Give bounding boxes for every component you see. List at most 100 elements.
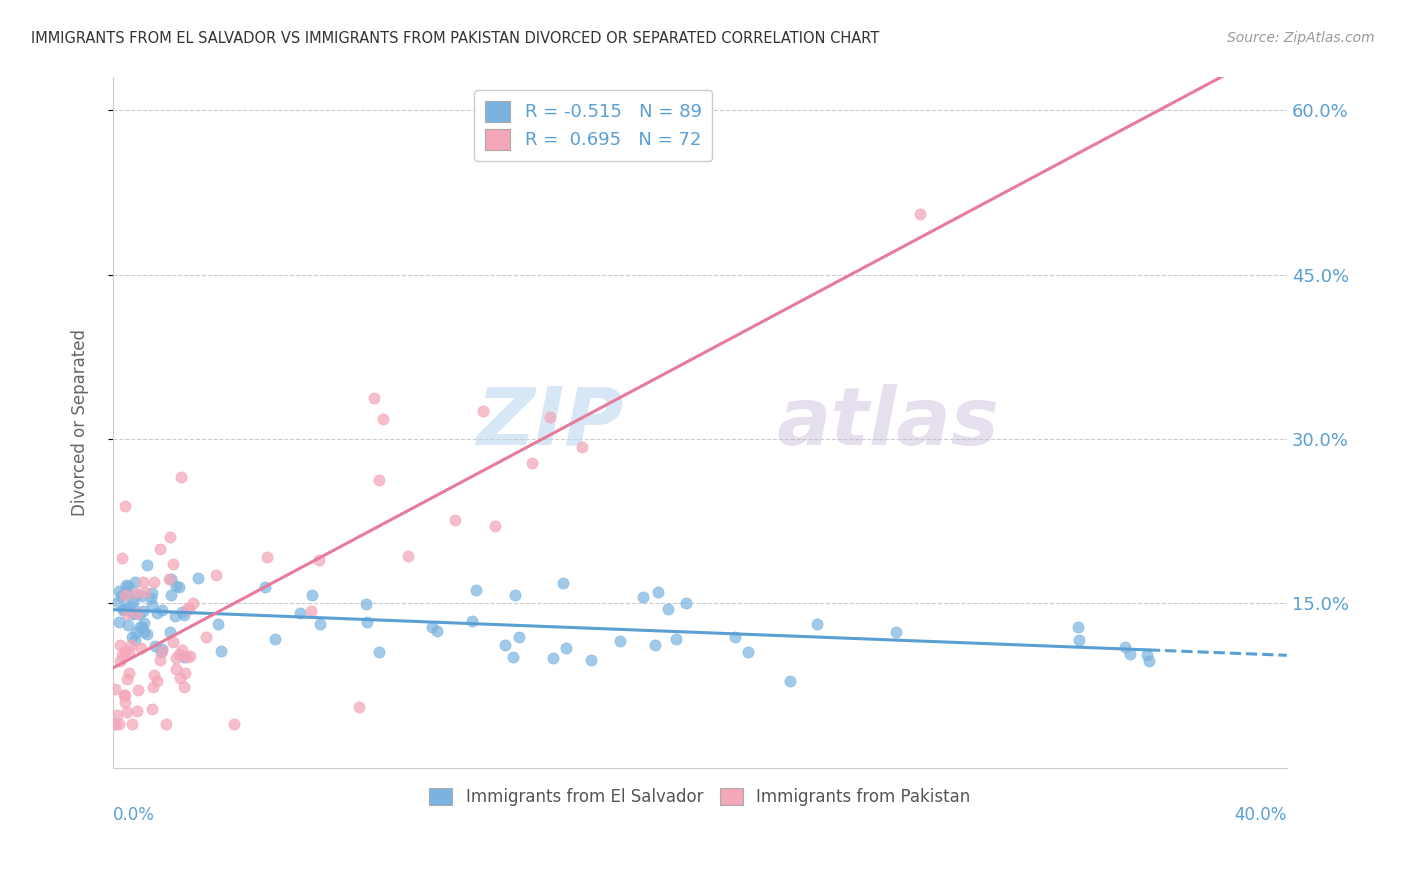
Point	[647, 585, 669, 599]
Point	[1137, 654, 1160, 668]
Point	[426, 624, 449, 639]
Point	[127, 683, 149, 698]
Point	[354, 597, 377, 611]
Point	[149, 542, 172, 557]
Point	[368, 473, 391, 487]
Point	[396, 549, 419, 564]
Point	[141, 701, 163, 715]
Y-axis label: Divorced or Separated: Divorced or Separated	[72, 329, 89, 516]
Point	[347, 699, 370, 714]
Point	[121, 631, 143, 645]
Text: ZIP: ZIP	[477, 384, 623, 461]
Point	[150, 644, 173, 658]
Point	[110, 550, 132, 565]
Point	[174, 666, 197, 681]
Point	[118, 599, 141, 614]
Point	[165, 662, 187, 676]
Point	[1136, 648, 1159, 663]
Point	[103, 717, 125, 731]
Point	[150, 645, 173, 659]
Point	[209, 644, 232, 658]
Point	[520, 456, 543, 470]
Point	[1119, 648, 1142, 662]
Point	[131, 604, 153, 618]
Point	[609, 634, 631, 648]
Point	[132, 575, 155, 590]
Point	[664, 632, 686, 647]
Point	[122, 607, 145, 621]
Point	[443, 513, 465, 527]
Point	[207, 617, 229, 632]
Point	[356, 615, 378, 630]
Point	[155, 717, 177, 731]
Point	[150, 642, 173, 657]
Point	[134, 615, 156, 630]
Point	[420, 620, 443, 634]
Point	[111, 648, 134, 663]
Point	[779, 673, 801, 688]
Point	[117, 666, 139, 681]
Point	[115, 584, 138, 599]
Point	[145, 606, 167, 620]
Point	[124, 633, 146, 648]
Point	[117, 672, 139, 686]
Point	[502, 649, 524, 664]
Point	[110, 589, 132, 603]
Point	[114, 588, 136, 602]
Point	[131, 589, 153, 603]
Point	[465, 582, 488, 597]
Point	[538, 409, 561, 424]
Point	[114, 688, 136, 702]
Point	[508, 630, 530, 644]
Point	[571, 440, 593, 454]
Point	[125, 586, 148, 600]
Point	[555, 640, 578, 655]
Point	[134, 585, 156, 599]
Point	[222, 717, 245, 731]
Point	[115, 607, 138, 621]
Point	[1067, 633, 1090, 648]
Point	[309, 616, 332, 631]
Text: IMMIGRANTS FROM EL SALVADOR VS IMMIGRANTS FROM PAKISTAN DIVORCED OR SEPARATED CO: IMMIGRANTS FROM EL SALVADOR VS IMMIGRANT…	[31, 31, 879, 46]
Point	[115, 578, 138, 592]
Point	[1066, 620, 1088, 634]
Point	[170, 470, 193, 484]
Text: 0.0%: 0.0%	[112, 805, 155, 823]
Point	[114, 601, 136, 615]
Point	[114, 601, 136, 615]
Point	[125, 704, 148, 718]
Point	[806, 616, 828, 631]
Point	[263, 632, 285, 646]
Point	[114, 644, 136, 658]
Point	[256, 550, 278, 565]
Point	[159, 624, 181, 639]
Point	[165, 651, 187, 665]
Point	[114, 588, 136, 602]
Point	[107, 707, 129, 722]
Text: Source: ZipAtlas.com: Source: ZipAtlas.com	[1227, 31, 1375, 45]
Point	[128, 607, 150, 621]
Point	[139, 591, 162, 606]
Point	[112, 688, 135, 702]
Point	[108, 584, 131, 599]
Point	[290, 606, 312, 620]
Point	[141, 586, 163, 600]
Point	[471, 403, 494, 417]
Point	[169, 672, 191, 686]
Point	[157, 572, 180, 586]
Point	[581, 652, 603, 666]
Point	[204, 568, 226, 582]
Point	[122, 600, 145, 615]
Point	[187, 571, 209, 585]
Point	[363, 391, 385, 405]
Point	[177, 602, 200, 616]
Point	[150, 602, 173, 616]
Point	[494, 638, 516, 652]
Point	[173, 650, 195, 665]
Point	[368, 644, 391, 658]
Point	[114, 499, 136, 513]
Point	[117, 579, 139, 593]
Point	[120, 638, 142, 652]
Point	[657, 602, 679, 616]
Point	[135, 627, 157, 641]
